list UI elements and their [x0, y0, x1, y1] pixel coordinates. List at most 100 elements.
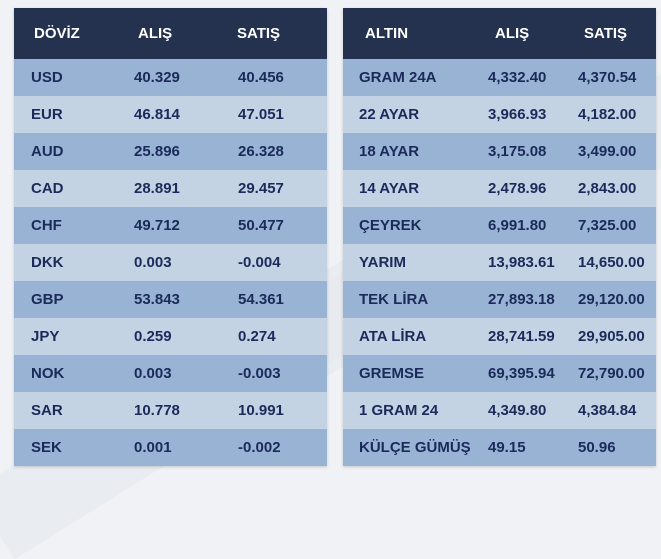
- gold-type: KÜLÇE GÜMÜŞ: [359, 439, 471, 456]
- header-doviz: DÖVİZ: [34, 25, 80, 42]
- buy-price: 4,332.40: [488, 69, 547, 86]
- buy-price: 40.329: [134, 69, 180, 86]
- table-row: 18 AYAR 3,175.08 3,499.00: [343, 133, 656, 170]
- table-row: NOK 0.003 -0.003: [14, 355, 327, 392]
- currency-code: GBP: [31, 291, 64, 308]
- sell-price: 50.477: [238, 217, 284, 234]
- table-row: AUD 25.896 26.328: [14, 133, 327, 170]
- buy-price: 4,349.80: [488, 402, 547, 419]
- buy-price: 53.843: [134, 291, 180, 308]
- table-row: EUR 46.814 47.051: [14, 96, 327, 133]
- buy-price: 10.778: [134, 402, 180, 419]
- sell-price: -0.002: [238, 439, 281, 456]
- sell-price: 4,384.84: [578, 402, 637, 419]
- table-row: ATA LİRA 28,741.59 29,905.00: [343, 318, 656, 355]
- table-row: USD 40.329 40.456: [14, 59, 327, 96]
- sell-price: 54.361: [238, 291, 284, 308]
- table-row: DKK 0.003 -0.004: [14, 244, 327, 281]
- table-row: SAR 10.778 10.991: [14, 392, 327, 429]
- buy-price: 3,966.93: [488, 106, 547, 123]
- gold-type: YARIM: [359, 254, 406, 271]
- buy-price: 27,893.18: [488, 291, 555, 308]
- sell-price: 26.328: [238, 143, 284, 160]
- gold-type: 22 AYAR: [359, 106, 420, 123]
- buy-price: 69,395.94: [488, 365, 555, 382]
- buy-price: 0.003: [134, 254, 172, 271]
- gold-table-header: ALTIN ALIŞ SATIŞ: [343, 8, 656, 59]
- currency-code: DKK: [31, 254, 64, 271]
- gold-type: ATA LİRA: [359, 328, 427, 345]
- sell-price: 0.274: [238, 328, 276, 345]
- table-row: TEK LİRA 27,893.18 29,120.00: [343, 281, 656, 318]
- header-altin: ALTIN: [365, 25, 409, 42]
- sell-price: 4,370.54: [578, 69, 637, 86]
- table-row: 22 AYAR 3,966.93 4,182.00: [343, 96, 656, 133]
- currency-code: CHF: [31, 217, 62, 234]
- sell-price: 40.456: [238, 69, 284, 86]
- sell-price: 72,790.00: [578, 365, 645, 382]
- buy-price: 49.712: [134, 217, 180, 234]
- buy-price: 28,741.59: [488, 328, 555, 345]
- gold-table-body: GRAM 24A 4,332.40 4,370.54 22 AYAR 3,966.93 4…: [343, 59, 656, 466]
- buy-price: 3,175.08: [488, 143, 547, 160]
- table-row: GRAM 24A 4,332.40 4,370.54: [343, 59, 656, 96]
- gold-table: ALTIN ALIŞ SATIŞ GRAM 24A 4,332.40 4,370.5…: [343, 8, 656, 466]
- currency-code: USD: [31, 69, 63, 86]
- buy-price: 13,983.61: [488, 254, 555, 271]
- sell-price: 4,182.00: [578, 106, 637, 123]
- sell-price: 10.991: [238, 402, 284, 419]
- buy-price: 6,991.80: [488, 217, 547, 234]
- currency-code: AUD: [31, 143, 64, 160]
- gold-type: GRAM 24A: [359, 69, 437, 86]
- table-row: SEK 0.001 -0.002: [14, 429, 327, 466]
- sell-price: 7,325.00: [578, 217, 637, 234]
- sell-price: -0.003: [238, 365, 281, 382]
- currency-table-header: DÖVİZ ALIŞ SATIŞ: [14, 8, 327, 59]
- sell-price: 47.051: [238, 106, 284, 123]
- currency-code: SEK: [31, 439, 62, 456]
- currency-code: JPY: [31, 328, 60, 345]
- buy-price: 49.15: [488, 439, 526, 456]
- table-row: GREMSE 69,395.94 72,790.00: [343, 355, 656, 392]
- sell-price: 2,843.00: [578, 180, 637, 197]
- table-row: ÇEYREK 6,991.80 7,325.00: [343, 207, 656, 244]
- table-row: GBP 53.843 54.361: [14, 281, 327, 318]
- header-alis: ALIŞ: [138, 25, 173, 42]
- sell-price: 14,650.00: [578, 254, 645, 271]
- currency-code: NOK: [31, 365, 65, 382]
- table-row: 1 GRAM 24 4,349.80 4,384.84: [343, 392, 656, 429]
- sell-price: 29,905.00: [578, 328, 645, 345]
- sell-price: 3,499.00: [578, 143, 637, 160]
- table-row: JPY 0.259 0.274: [14, 318, 327, 355]
- currency-code: EUR: [31, 106, 63, 123]
- gold-type: 14 AYAR: [359, 180, 420, 197]
- currency-code: CAD: [31, 180, 64, 197]
- gold-type: TEK LİRA: [359, 291, 429, 308]
- buy-price: 25.896: [134, 143, 180, 160]
- buy-price: 2,478.96: [488, 180, 547, 197]
- header-satis: SATIŞ: [584, 25, 628, 42]
- table-row: CHF 49.712 50.477: [14, 207, 327, 244]
- buy-price: 28.891: [134, 180, 180, 197]
- buy-price: 46.814: [134, 106, 180, 123]
- currency-code: SAR: [31, 402, 63, 419]
- gold-type: GREMSE: [359, 365, 425, 382]
- table-row: YARIM 13,983.61 14,650.00: [343, 244, 656, 281]
- sell-price: 29.457: [238, 180, 284, 197]
- table-row: CAD 28.891 29.457: [14, 170, 327, 207]
- currency-table: DÖVİZ ALIŞ SATIŞ USD 40.329 40.456 EUR 46.81…: [14, 8, 327, 466]
- gold-type: 1 GRAM 24: [359, 402, 439, 419]
- sell-price: 29,120.00: [578, 291, 645, 308]
- gold-type: ÇEYREK: [359, 217, 422, 234]
- sell-price: -0.004: [238, 254, 281, 271]
- header-alis: ALIŞ: [495, 25, 530, 42]
- gold-type: 18 AYAR: [359, 143, 420, 160]
- buy-price: 0.259: [134, 328, 172, 345]
- header-satis: SATIŞ: [237, 25, 281, 42]
- table-row: KÜLÇE GÜMÜŞ 49.15 50.96: [343, 429, 656, 466]
- table-row: 14 AYAR 2,478.96 2,843.00: [343, 170, 656, 207]
- buy-price: 0.001: [134, 439, 172, 456]
- currency-table-body: USD 40.329 40.456 EUR 46.814 47.051 AUD 25.896 2…: [14, 59, 327, 466]
- buy-price: 0.003: [134, 365, 172, 382]
- sell-price: 50.96: [578, 439, 616, 456]
